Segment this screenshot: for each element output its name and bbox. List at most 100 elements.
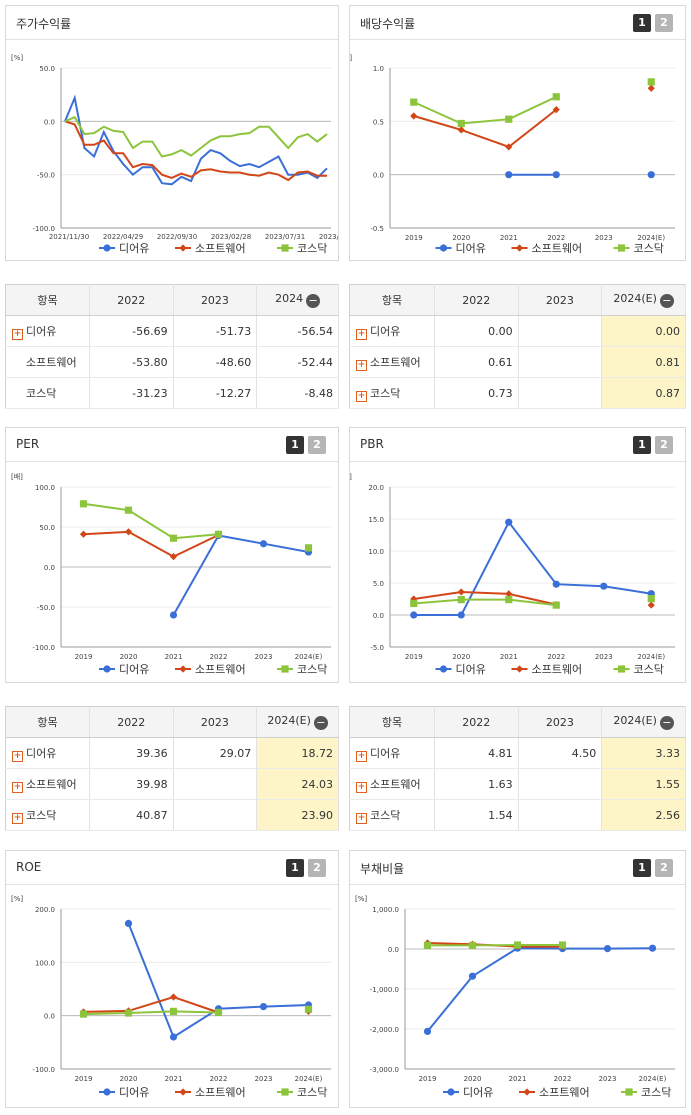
- stock-return-table: 항목 2022 2023 2024− + 디어유 -56.69 -51.73 -5…: [5, 284, 339, 409]
- y-tick-label: 100.0: [35, 484, 55, 492]
- expand-icon[interactable]: +: [356, 781, 367, 793]
- expand-icon[interactable]: +: [356, 359, 367, 371]
- page-2-button[interactable]: 2: [655, 859, 673, 877]
- expand-icon[interactable]: +: [12, 812, 23, 824]
- y-tick-label: 0.0: [44, 1013, 55, 1021]
- point-kosdaq: [79, 1010, 88, 1018]
- per-table: 항목 2022 2023 2024(E) − + 디어유 39.36 29.07 1…: [5, 706, 339, 831]
- x-tick-label: 2021: [500, 653, 518, 661]
- series-line-deoyu: [413, 520, 652, 616]
- table-row: + 디어유 -56.69 -51.73 -56.54: [5, 315, 339, 347]
- row-label: 소프트웨어: [370, 355, 421, 369]
- table-row: 코스닥 -31.23 -12.27 -8.48: [5, 377, 339, 409]
- point-kosdaq: [214, 530, 223, 538]
- expand-icon[interactable]: +: [356, 328, 367, 340]
- row-name[interactable]: + 디어유: [349, 737, 435, 769]
- y-tick-label: 0.0: [44, 118, 55, 126]
- collapse-icon[interactable]: −: [659, 294, 674, 308]
- point-deoyu: [552, 580, 560, 588]
- row-name[interactable]: + 디어유: [5, 315, 90, 347]
- collapse-icon[interactable]: −: [313, 716, 328, 730]
- point-deoyu: [505, 518, 513, 526]
- expand-icon[interactable]: +: [356, 750, 367, 762]
- y-tick-label: 5.0: [373, 580, 384, 588]
- expand-icon[interactable]: +: [356, 812, 367, 824]
- x-tick-label: 2019: [405, 234, 423, 242]
- page-1-button[interactable]: 1: [633, 859, 651, 877]
- x-tick-label: 2019: [405, 653, 423, 661]
- x-tick-label: 2021: [500, 234, 518, 242]
- point-deoyu: [552, 171, 560, 179]
- row-name[interactable]: + 디어유: [349, 315, 435, 347]
- expand-icon[interactable]: +: [12, 750, 23, 762]
- cell: -56.69: [89, 315, 174, 347]
- row-name[interactable]: + 소프트웨어: [5, 768, 90, 800]
- table-row: + 디어유 4.81 4.50 3.33: [349, 737, 686, 769]
- point-kosdaq: [214, 1008, 223, 1017]
- page-1-button[interactable]: 1: [286, 859, 304, 877]
- point-deoyu: [600, 582, 608, 590]
- y-tick-label: -100.0: [32, 644, 55, 652]
- row-label: 소프트웨어: [370, 777, 421, 791]
- table-row: + 소프트웨어 0.61 0.81: [349, 346, 686, 378]
- collapse-icon[interactable]: −: [659, 716, 674, 730]
- page-2-button[interactable]: 2: [655, 436, 673, 454]
- expand-icon[interactable]: +: [356, 390, 367, 402]
- x-tick-label: 2023: [599, 1075, 617, 1083]
- row-name[interactable]: + 코스닥: [349, 799, 435, 831]
- point-kosdaq: [647, 78, 655, 86]
- point-kosdaq: [304, 1005, 313, 1013]
- page-2-button[interactable]: 2: [655, 14, 673, 32]
- point-software: [647, 84, 655, 92]
- panel-title: ROE: [16, 860, 42, 874]
- row-label: 코스닥: [370, 386, 401, 400]
- legend-label-deoyu: 디어유: [119, 242, 149, 255]
- point-deoyu: [169, 611, 178, 619]
- cell: 0.61: [434, 346, 519, 378]
- col-header: 항목: [349, 706, 435, 738]
- cell: -56.54: [256, 315, 339, 347]
- point-deoyu: [647, 171, 655, 179]
- row-label: 코스닥: [26, 387, 57, 400]
- y-tick-label: -2,000.0: [370, 1026, 399, 1034]
- x-tick-label: 2019: [75, 653, 93, 661]
- axis-unit: [%]: [11, 54, 23, 62]
- cell: -12.27: [173, 377, 258, 409]
- x-tick-label: 2024(E): [637, 653, 665, 661]
- x-tick-label: 2024(E): [637, 234, 665, 242]
- point-deoyu: [103, 244, 111, 252]
- collapse-icon[interactable]: −: [306, 294, 321, 308]
- page-2-button[interactable]: 2: [308, 859, 326, 877]
- point-kosdaq: [169, 534, 178, 542]
- row-name[interactable]: + 소프트웨어: [349, 768, 435, 800]
- y-tick-label: 0.0: [388, 946, 399, 954]
- legend-label-deoyu: 디어유: [119, 1086, 149, 1099]
- panel-header: PER 1 2: [6, 428, 338, 462]
- axis-unit: [배]: [350, 472, 352, 481]
- row-name[interactable]: + 디어유: [5, 737, 90, 769]
- expand-icon[interactable]: +: [12, 328, 23, 340]
- page-1-button[interactable]: 1: [633, 436, 651, 454]
- page-1-button[interactable]: 1: [286, 436, 304, 454]
- point-deoyu: [124, 919, 133, 927]
- cell: [518, 768, 603, 800]
- y-tick-label: 200.0: [35, 906, 55, 914]
- series-line-software: [413, 590, 557, 606]
- row-name[interactable]: + 코스닥: [5, 799, 90, 831]
- row-name[interactable]: + 코스닥: [349, 377, 435, 409]
- table-row: + 소프트웨어 39.98 24.03: [5, 768, 339, 800]
- page-2-button[interactable]: 2: [308, 436, 326, 454]
- point-deoyu: [505, 171, 513, 179]
- y-tick-label: 10.0: [368, 548, 384, 556]
- point-deoyu: [259, 1003, 268, 1011]
- page-1-button[interactable]: 1: [633, 14, 651, 32]
- point-software: [515, 244, 524, 252]
- cell: -48.60: [173, 346, 258, 378]
- row-name[interactable]: + 소프트웨어: [349, 346, 435, 378]
- stock-return-panel: 주가수익률 [%] 50.0 0.0 -50.0 -100.0 2021/11/30 202…: [5, 5, 339, 261]
- col-header-label: 2024(E): [267, 714, 311, 727]
- legend-label-software: 소프트웨어: [539, 1086, 590, 1099]
- y-tick-label: -50.0: [37, 604, 55, 612]
- expand-icon[interactable]: +: [12, 781, 23, 793]
